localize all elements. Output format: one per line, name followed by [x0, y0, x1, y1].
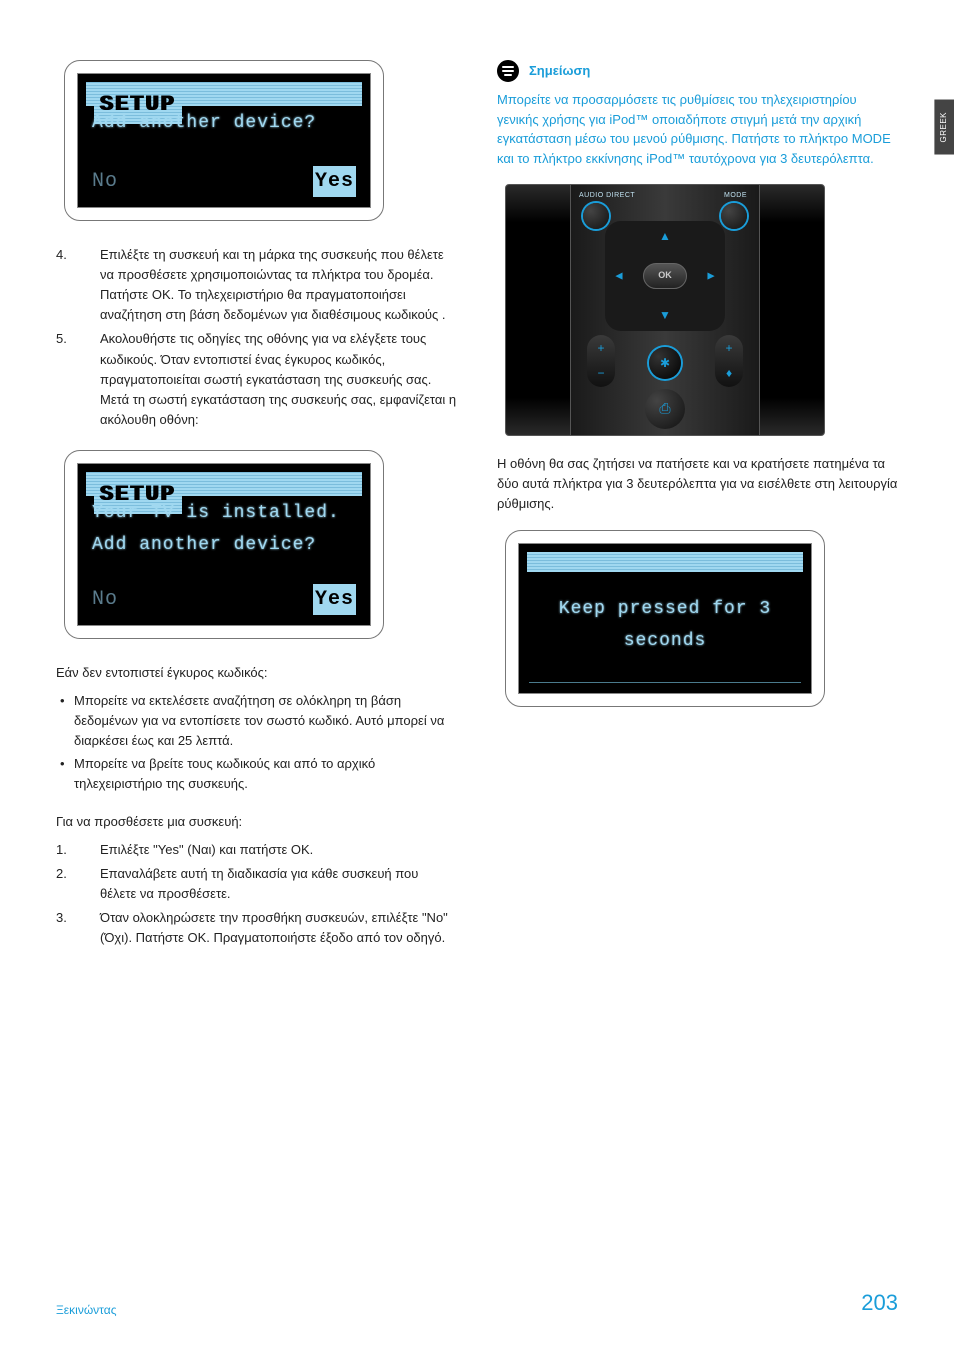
footer: Ξεκινώντας 203 — [56, 1286, 898, 1320]
list-item: 2. Επαναλάβετε αυτή τη διαδικασία για κά… — [56, 864, 457, 904]
item-text: Επαναλάβετε αυτή τη διαδικασία για κάθε … — [100, 864, 457, 904]
lcd-screen: Keep pressed for 3 seconds — [518, 543, 812, 694]
lcd-line: seconds — [525, 626, 805, 658]
arrow-up-icon: ▲ — [659, 227, 671, 246]
home-button: ⎙ — [645, 389, 685, 429]
lcd-screen: SETUP Add another device? No Yes — [77, 73, 371, 208]
paragraph-add-device: Για να προσθέσετε μια συσκευή: — [56, 812, 457, 832]
lcd-line: Your TV is installed. — [84, 498, 364, 530]
item-number: 1. — [56, 840, 100, 860]
item-text: Επιλέξτε "Yes" (Ναι) και πατήστε OK. — [100, 840, 457, 860]
bullet-dot: • — [56, 691, 74, 751]
item-number: 3. — [56, 908, 100, 948]
list-item: 5. Ακολουθήστε τις οδηγίες της οθόνης γι… — [56, 329, 457, 430]
paragraph-after-remote: Η οθόνη θα σας ζητήσει να πατήσετε και ν… — [497, 454, 898, 514]
item-number: 5. — [56, 329, 100, 430]
item-number: 2. — [56, 864, 100, 904]
lcd-screen: SETUP Your TV is installed. Add another … — [77, 463, 371, 626]
dpad: ▲ ▼ ◄ ► OK — [605, 221, 725, 331]
note-body: Μπορείτε να προσαρμόσετε τις ρυθμίσεις τ… — [497, 90, 898, 168]
item-number: 4. — [56, 245, 100, 326]
arrow-right-icon: ► — [705, 267, 717, 286]
numbered-list-1: 4. Επιλέξτε τη συσκευή και τη μάρκα της … — [56, 245, 457, 430]
plus-icon: + — [725, 339, 732, 358]
left-column: SETUP Add another device? No Yes 4. Επιλ… — [56, 60, 457, 969]
ok-button: OK — [643, 263, 687, 289]
mute-button: ✱ — [649, 347, 681, 379]
bullet-list: • Μπορείτε να εκτελέσετε αναζήτηση σε ολ… — [56, 691, 457, 794]
volume-pill: + − — [587, 335, 615, 387]
bullet-text: Μπορείτε να βρείτε τους κωδικούς και από… — [74, 754, 457, 794]
item-text: Επιλέξτε τη συσκευή και τη μάρκα της συσ… — [100, 245, 457, 326]
paragraph-no-code: Εάν δεν εντοπιστεί έγκυρος κωδικός: — [56, 663, 457, 683]
lcd-yes-button: Yes — [313, 166, 356, 197]
audio-direct-label: AUDIO DIRECT — [579, 191, 635, 202]
bullet-text: Μπορείτε να εκτελέσετε αναζήτηση σε ολόκ… — [74, 691, 457, 751]
right-column: Σημείωση Μπορείτε να προσαρμόσετε τις ρυ… — [497, 60, 898, 969]
note-title: Σημείωση — [529, 61, 590, 81]
plus-icon: + — [597, 339, 604, 358]
page: GREEK SETUP Add another device? No Yes 4… — [0, 0, 954, 1350]
note-header: Σημείωση — [497, 60, 898, 82]
item-text: Ακολουθήστε τις οδηγίες της οθόνης για ν… — [100, 329, 457, 430]
arrow-down-icon: ▼ — [659, 306, 671, 325]
columns: SETUP Add another device? No Yes 4. Επιλ… — [56, 60, 898, 969]
lcd-no-button: No — [92, 166, 118, 197]
lcd-no-button: No — [92, 584, 118, 615]
arrow-left-icon: ◄ — [613, 267, 625, 286]
lcd-yes-button: Yes — [313, 584, 356, 615]
channel-pill: + ♦ — [715, 335, 743, 387]
mode-label: MODE — [724, 191, 747, 202]
note-icon — [497, 60, 519, 82]
page-number: 203 — [861, 1286, 898, 1320]
lcd-line: Add another device? — [84, 108, 364, 140]
bullet-dot: • — [56, 754, 74, 794]
list-item: 1. Επιλέξτε "Yes" (Ναι) και πατήστε OK. — [56, 840, 457, 860]
lcd-line: Add another device? — [84, 530, 364, 562]
minus-icon: − — [597, 364, 604, 383]
footer-section: Ξεκινώντας — [56, 1301, 116, 1320]
bullet-item: • Μπορείτε να βρείτε τους κωδικούς και α… — [56, 754, 457, 794]
lcd-setup-2: SETUP Your TV is installed. Add another … — [64, 450, 384, 639]
updown-icon: ♦ — [726, 364, 732, 383]
remote-image: AUDIO DIRECT MODE ▲ ▼ ◄ ► OK + − — [505, 184, 825, 436]
list-item: 3. Όταν ολοκληρώσετε την προσθήκη συσκευ… — [56, 908, 457, 948]
item-text: Όταν ολοκληρώσετε την προσθήκη συσκευών,… — [100, 908, 457, 948]
list-item: 4. Επιλέξτε τη συσκευή και τη μάρκα της … — [56, 245, 457, 326]
remote-body: AUDIO DIRECT MODE ▲ ▼ ◄ ► OK + − — [570, 185, 760, 435]
lcd-setup-1: SETUP Add another device? No Yes — [64, 60, 384, 221]
language-tab: GREEK — [934, 100, 954, 155]
numbered-list-2: 1. Επιλέξτε "Yes" (Ναι) και πατήστε OK. … — [56, 840, 457, 949]
bullet-item: • Μπορείτε να εκτελέσετε αναζήτηση σε ολ… — [56, 691, 457, 751]
lcd-keep-pressed: Keep pressed for 3 seconds — [505, 530, 825, 707]
lcd-line: Keep pressed for 3 — [525, 594, 805, 626]
